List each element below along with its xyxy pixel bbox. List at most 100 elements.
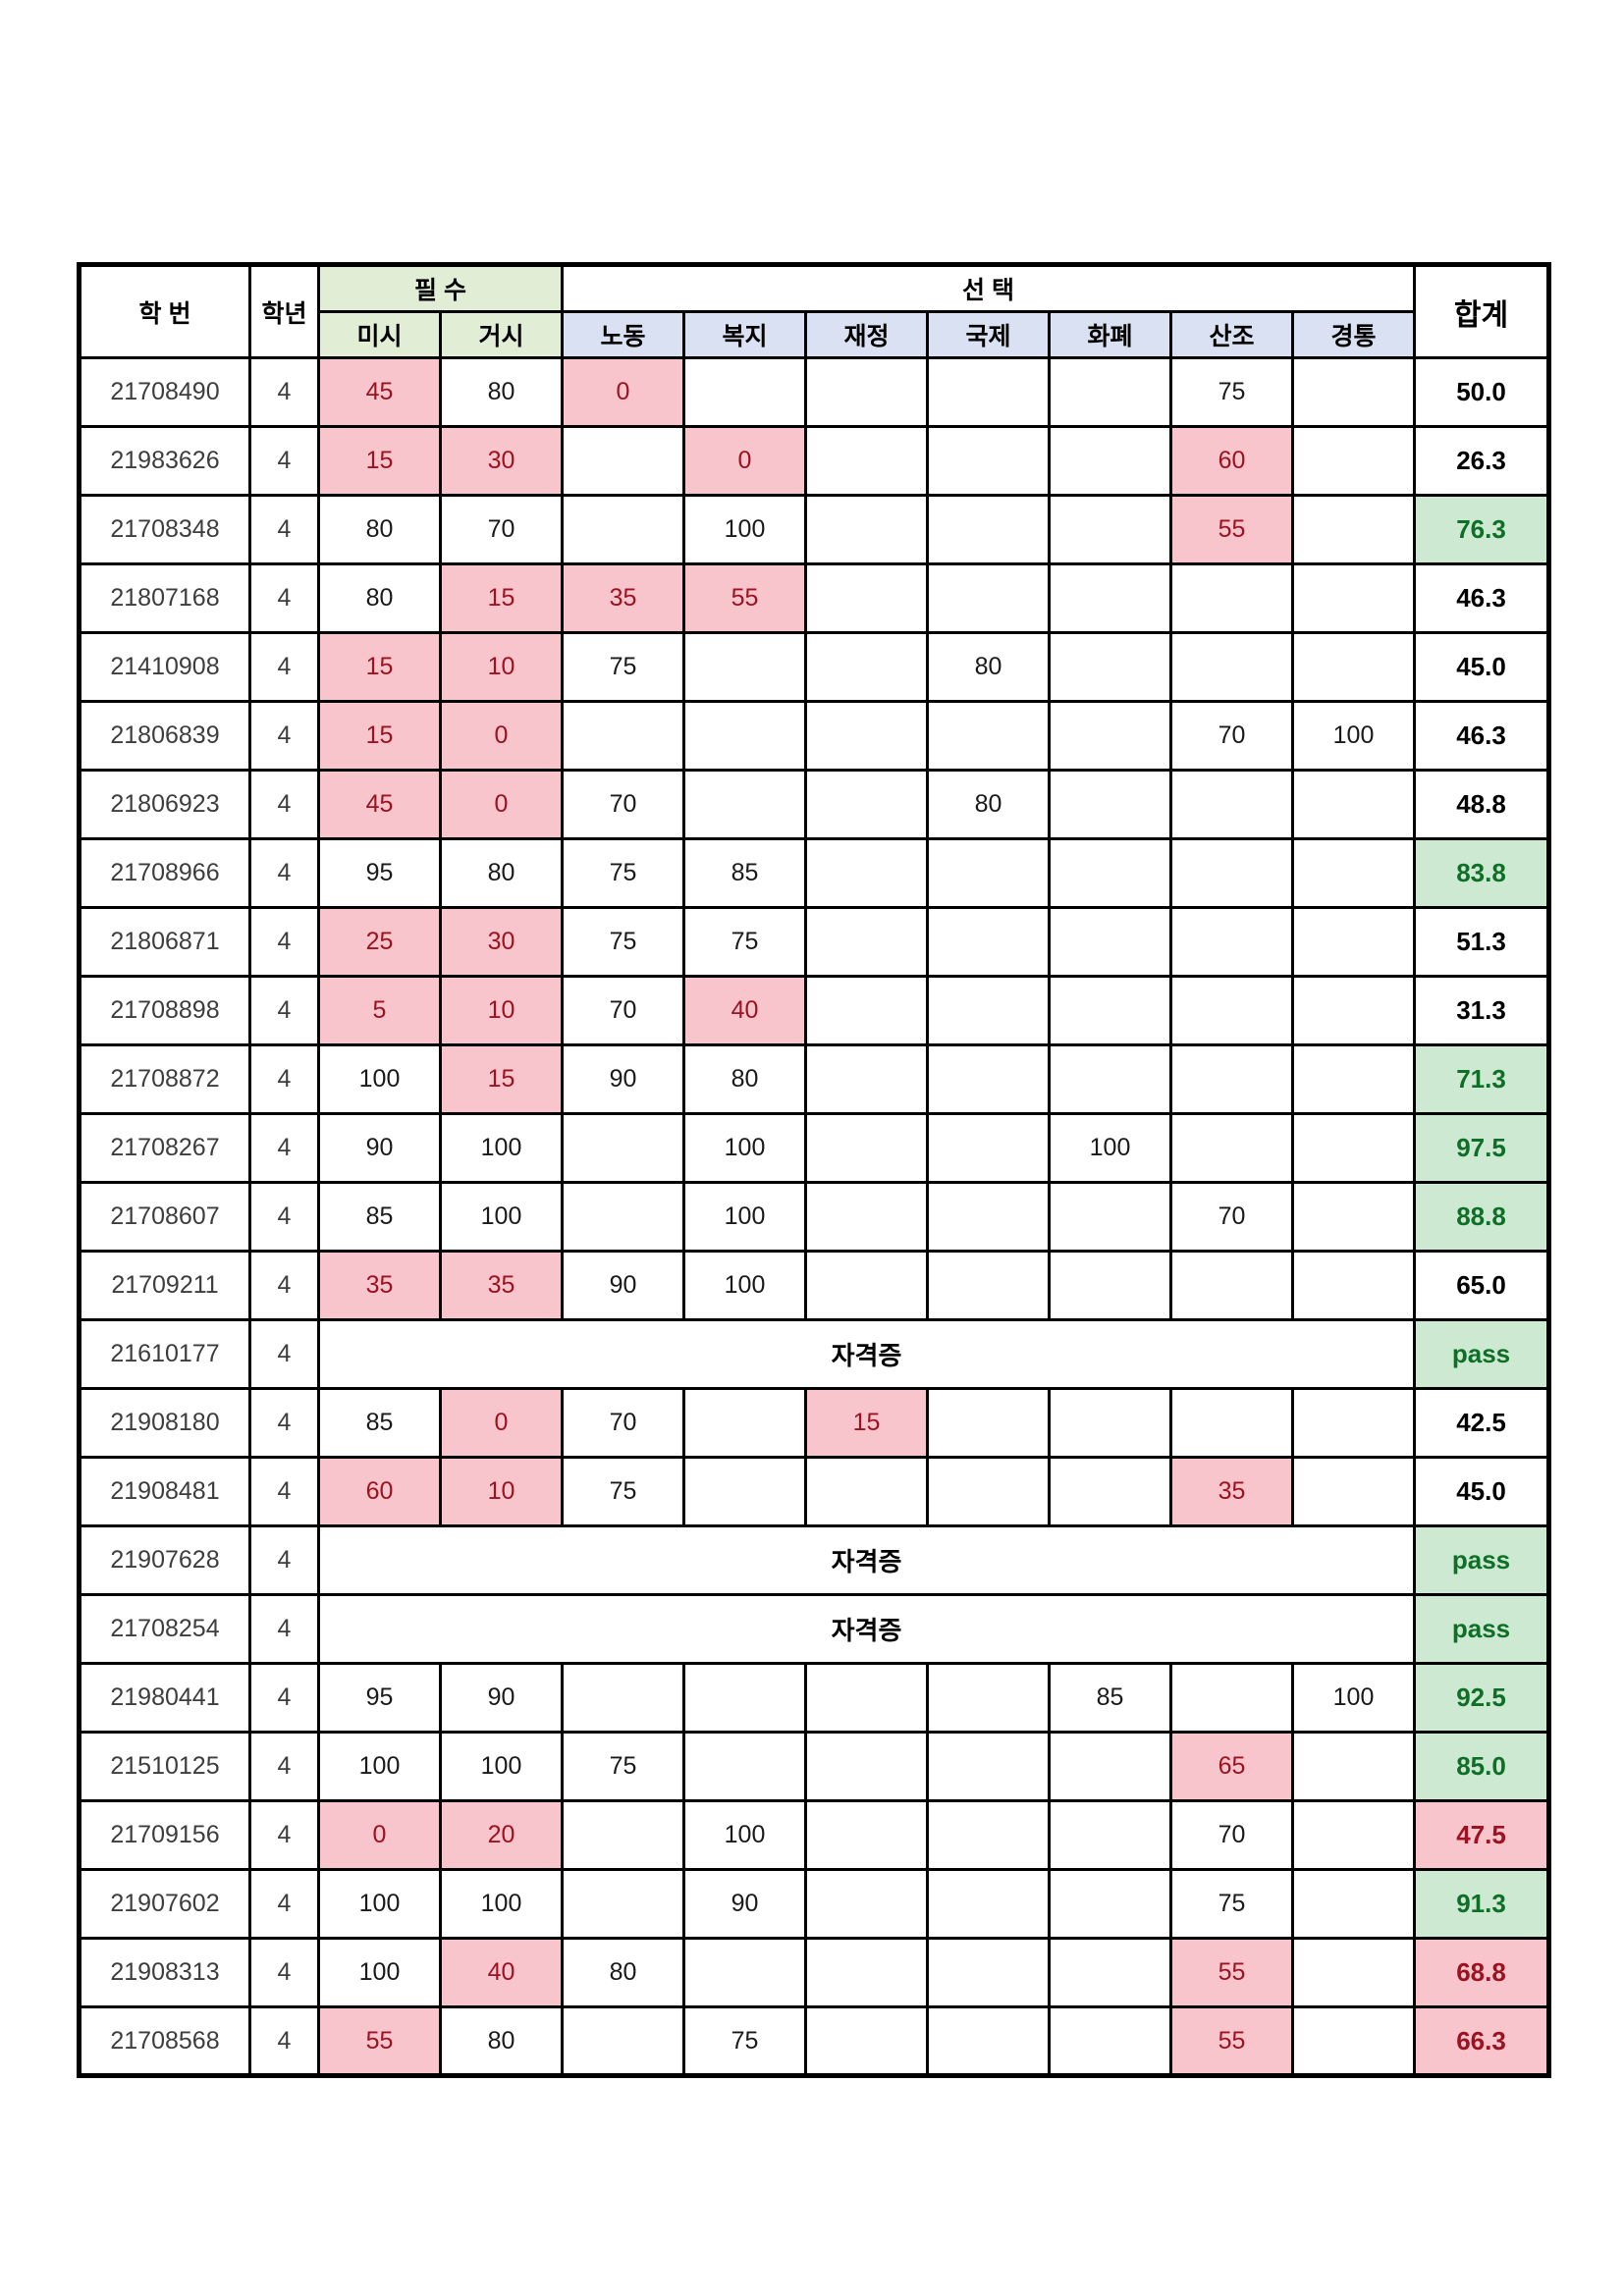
score-cell-geosi: 80 — [439, 356, 564, 428]
score-cell-sanjo: 55 — [1169, 494, 1294, 565]
year-cell: 4 — [248, 631, 320, 703]
score-cell-bokji: 85 — [682, 837, 807, 909]
score-cell-jaejeong — [804, 2005, 929, 2077]
header-required-group: 필 수 — [317, 263, 564, 313]
score-cell-gyeongtong — [1291, 1250, 1416, 1321]
score-cell-misi: 45 — [317, 356, 442, 428]
score-cell-gukje — [926, 1112, 1051, 1184]
score-cell-misi: 55 — [317, 2005, 442, 2077]
score-cell-nodong — [561, 700, 685, 772]
score-cell-sanjo: 65 — [1169, 1731, 1294, 1802]
score-cell-sanjo: 70 — [1169, 700, 1294, 772]
score-cell-hwapye — [1048, 562, 1172, 634]
header-col-jaejeong: 재정 — [804, 310, 929, 359]
score-cell-geosi: 15 — [439, 562, 564, 634]
score-cell-nodong — [561, 1868, 685, 1940]
score-cell-hwapye — [1048, 494, 1172, 565]
score-cell-sanjo: 70 — [1169, 1181, 1294, 1253]
student-id-cell: 21806923 — [78, 769, 251, 840]
year-cell: 4 — [248, 2005, 320, 2077]
score-cell-misi: 100 — [317, 1731, 442, 1802]
student-id-cell: 21410908 — [78, 631, 251, 703]
score-cell-jaejeong — [804, 562, 929, 634]
score-cell-hwapye — [1048, 425, 1172, 497]
score-cell-gyeongtong: 100 — [1291, 700, 1416, 772]
year-cell: 4 — [248, 769, 320, 840]
year-cell: 4 — [248, 1524, 320, 1596]
table-row: 21709156 4 0 20 100 70 47.5 — [78, 1799, 1550, 1871]
score-cell-gyeongtong — [1291, 425, 1416, 497]
student-id-cell: 21610177 — [78, 1318, 251, 1390]
score-cell-geosi: 15 — [439, 1043, 564, 1115]
score-cell-jaejeong — [804, 356, 929, 428]
score-cell-geosi: 30 — [439, 425, 564, 497]
score-cell-sanjo — [1169, 1387, 1294, 1459]
score-cell-misi: 15 — [317, 425, 442, 497]
year-cell: 4 — [248, 700, 320, 772]
score-cell-jaejeong: 15 — [804, 1387, 929, 1459]
score-cell-misi: 95 — [317, 837, 442, 909]
score-cell-gukje — [926, 356, 1051, 428]
score-cell-gyeongtong — [1291, 975, 1416, 1046]
header-col-hwapye: 화폐 — [1048, 310, 1172, 359]
score-cell-geosi: 20 — [439, 1799, 564, 1871]
score-cell-hwapye — [1048, 769, 1172, 840]
score-cell-misi: 15 — [317, 700, 442, 772]
table-row: 21807168 4 80 15 35 55 46.3 — [78, 562, 1550, 634]
score-cell-hwapye — [1048, 906, 1172, 978]
score-cell-bokji — [682, 356, 807, 428]
score-cell-geosi: 30 — [439, 906, 564, 978]
table-row: 21983626 4 15 30 0 60 26.3 — [78, 425, 1550, 497]
total-cell: 47.5 — [1413, 1799, 1550, 1871]
score-cell-bokji: 100 — [682, 1112, 807, 1184]
score-cell-misi: 25 — [317, 906, 442, 978]
year-cell: 4 — [248, 1318, 320, 1390]
score-cell-nodong — [561, 2005, 685, 2077]
score-cell-gukje — [926, 837, 1051, 909]
score-cell-sanjo: 70 — [1169, 1799, 1294, 1871]
total-cell: 46.3 — [1413, 562, 1550, 634]
score-cell-nodong: 75 — [561, 631, 685, 703]
header-col-sanjo: 산조 — [1169, 310, 1294, 359]
score-cell-hwapye — [1048, 1731, 1172, 1802]
total-cell: 83.8 — [1413, 837, 1550, 909]
student-id-cell: 21907602 — [78, 1868, 251, 1940]
total-cell: 45.0 — [1413, 631, 1550, 703]
header-total: 합계 — [1413, 263, 1550, 359]
score-cell-misi: 0 — [317, 1799, 442, 1871]
score-cell-sanjo — [1169, 1112, 1294, 1184]
score-cell-nodong: 80 — [561, 1937, 685, 2008]
header-year: 학년 — [248, 263, 320, 359]
table-row: 21908180 4 85 0 70 15 42.5 — [78, 1387, 1550, 1459]
score-cell-misi: 85 — [317, 1181, 442, 1253]
total-cell: 48.8 — [1413, 769, 1550, 840]
score-cell-gukje — [926, 2005, 1051, 2077]
year-cell: 4 — [248, 1456, 320, 1527]
score-cell-bokji — [682, 700, 807, 772]
score-cell-geosi: 10 — [439, 1456, 564, 1527]
score-cell-nodong: 75 — [561, 1456, 685, 1527]
student-id-cell: 21908481 — [78, 1456, 251, 1527]
score-cell-jaejeong — [804, 1112, 929, 1184]
table-row: 21708254 4 자격증 pass — [78, 1593, 1550, 1665]
score-cell-gukje — [926, 425, 1051, 497]
header-col-misi: 미시 — [317, 310, 442, 359]
score-cell-geosi: 0 — [439, 1387, 564, 1459]
score-cell-bokji: 100 — [682, 1181, 807, 1253]
score-cell-misi: 100 — [317, 1937, 442, 2008]
score-cell-gukje — [926, 700, 1051, 772]
table-row: 21806839 4 15 0 70 100 46.3 — [78, 700, 1550, 772]
total-cell: pass — [1413, 1593, 1550, 1665]
header-col-nodong: 노동 — [561, 310, 685, 359]
student-id-cell: 21708568 — [78, 2005, 251, 2077]
header-sub-row: 미시 거시 노동 복지 재정 국제 화폐 산조 경통 — [80, 310, 1549, 359]
student-id-cell: 21908313 — [78, 1937, 251, 2008]
student-id-cell: 21708898 — [78, 975, 251, 1046]
score-cell-hwapye — [1048, 837, 1172, 909]
score-cell-geosi: 70 — [439, 494, 564, 565]
certificate-merged-cell: 자격증 — [317, 1318, 1416, 1390]
score-cell-jaejeong — [804, 1181, 929, 1253]
score-cell-hwapye — [1048, 631, 1172, 703]
score-cell-nodong — [561, 1181, 685, 1253]
